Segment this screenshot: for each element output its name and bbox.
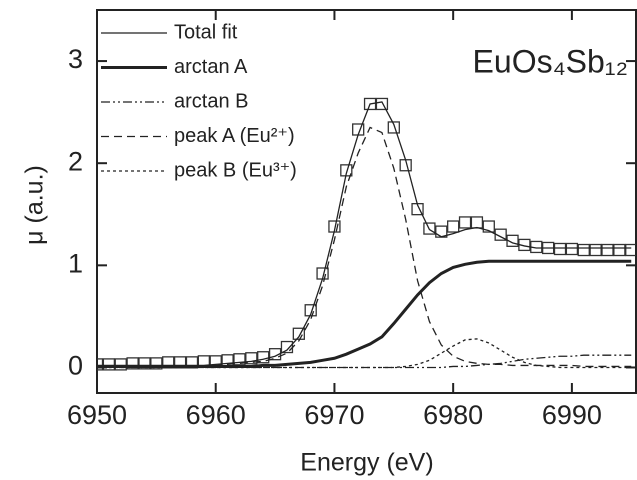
data-point — [423, 222, 436, 235]
data-point — [482, 220, 495, 233]
series-line — [97, 259, 632, 368]
data-point — [470, 216, 484, 229]
data-point — [625, 243, 636, 257]
plot-frame — [96, 9, 637, 394]
x-tick-label: 6990 — [542, 400, 602, 430]
data-point — [458, 216, 472, 229]
legend-label: arctan A — [174, 56, 248, 78]
y-tick-label: 3 — [68, 44, 83, 74]
data-point — [245, 352, 258, 365]
series-line — [97, 126, 632, 368]
data-point — [553, 242, 567, 256]
series-line — [97, 338, 632, 369]
y-axis-label: μ (a.u.) — [21, 165, 49, 245]
annotation: EuOs₄Sb₁₂ — [473, 43, 628, 79]
x-tick-label: 6970 — [304, 400, 364, 430]
data-point — [138, 357, 151, 370]
legend-label: peak A (Eu²⁺) — [174, 125, 295, 147]
data-point — [601, 243, 614, 257]
data-point — [375, 97, 389, 111]
data-point — [589, 243, 602, 257]
data-point — [292, 327, 305, 340]
y-tick-label: 0 — [68, 351, 83, 381]
x-tick-label: 6960 — [186, 400, 246, 430]
data-point — [387, 121, 400, 134]
x-tick-label: 6950 — [67, 400, 127, 430]
data-point — [565, 242, 579, 256]
legend-label: Total fit — [174, 21, 238, 43]
data-point — [447, 220, 460, 233]
data-point — [126, 357, 139, 370]
series-line — [97, 354, 632, 369]
data-point — [150, 357, 163, 370]
y-tick-label: 1 — [68, 248, 83, 278]
legend-label: arctan B — [174, 90, 248, 112]
x-axis-label: Energy (eV) — [300, 449, 433, 477]
data-point — [268, 348, 282, 361]
data-point — [613, 243, 626, 257]
data-point — [577, 243, 590, 257]
data-point — [494, 228, 507, 241]
data-point — [363, 97, 377, 111]
data-point — [97, 358, 104, 371]
x-tick-label: 6980 — [423, 400, 483, 430]
data-point — [506, 234, 519, 247]
y-tick-label: 2 — [68, 146, 83, 176]
data-point — [102, 358, 116, 371]
data-point — [114, 358, 127, 371]
data-point — [233, 353, 246, 366]
data-point — [304, 304, 317, 317]
legend-label: peak B (Eu³⁺) — [174, 159, 297, 181]
data-point — [280, 340, 294, 354]
plot-area — [97, 97, 636, 371]
